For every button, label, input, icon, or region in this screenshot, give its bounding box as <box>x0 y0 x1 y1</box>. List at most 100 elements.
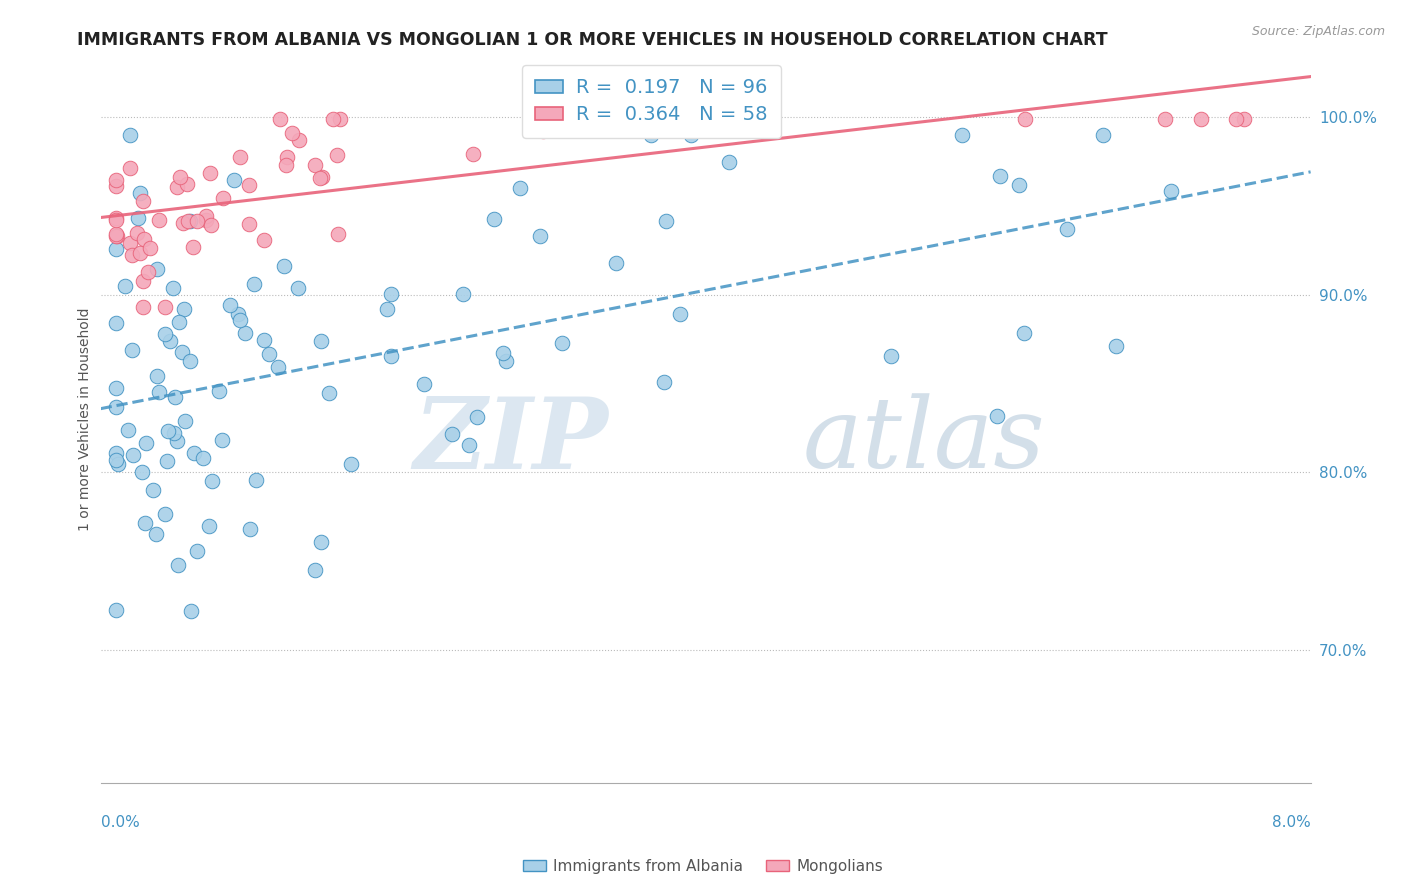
Point <box>179 214 201 228</box>
Point <box>183 446 205 460</box>
Point <box>193 450 215 465</box>
Point <box>463 147 485 161</box>
Point <box>166 180 188 194</box>
Point <box>114 278 136 293</box>
Point <box>328 227 350 241</box>
Point <box>269 112 291 126</box>
Point <box>155 300 177 314</box>
Point <box>536 112 558 126</box>
Text: 8.0%: 8.0% <box>1272 814 1310 830</box>
Point <box>484 211 506 226</box>
Point <box>208 384 231 398</box>
Point <box>104 242 127 256</box>
Point <box>162 281 184 295</box>
Point <box>131 274 153 288</box>
Point <box>228 312 250 326</box>
Point <box>107 457 129 471</box>
Point <box>177 213 200 227</box>
Point <box>679 128 702 142</box>
Point <box>640 128 662 142</box>
Point <box>986 409 1008 424</box>
Text: Source: ZipAtlas.com: Source: ZipAtlas.com <box>1251 25 1385 38</box>
Point <box>121 343 143 358</box>
Point <box>201 475 224 489</box>
Point <box>529 229 551 244</box>
Point <box>131 465 153 479</box>
Point <box>104 316 127 330</box>
Point <box>104 227 127 242</box>
Point <box>730 112 752 126</box>
Point <box>458 438 481 452</box>
Point <box>122 448 145 462</box>
Point <box>229 150 252 164</box>
Point <box>465 409 488 424</box>
Point <box>198 166 221 180</box>
Point <box>224 172 246 186</box>
Point <box>309 334 332 349</box>
Point <box>1092 128 1115 142</box>
Legend: R =  0.197   N = 96, R =  0.364   N = 58: R = 0.197 N = 96, R = 0.364 N = 58 <box>522 65 782 138</box>
Point <box>104 229 127 244</box>
Text: ZIP: ZIP <box>413 392 609 489</box>
Point <box>162 426 184 441</box>
Point <box>669 307 692 321</box>
Legend: Immigrants from Albania, Mongolians: Immigrants from Albania, Mongolians <box>516 853 890 880</box>
Point <box>181 240 204 254</box>
Point <box>211 433 233 447</box>
Point <box>453 287 475 301</box>
Point <box>134 232 156 246</box>
Point <box>138 241 160 255</box>
Point <box>153 326 176 341</box>
Point <box>950 128 973 142</box>
Point <box>145 526 167 541</box>
Point <box>173 414 195 428</box>
Point <box>117 423 139 437</box>
Point <box>273 259 295 273</box>
Point <box>329 112 352 126</box>
Point <box>180 603 202 617</box>
Point <box>287 281 309 295</box>
Point <box>219 298 242 312</box>
Point <box>198 518 221 533</box>
Point <box>146 262 169 277</box>
Point <box>105 228 128 243</box>
Point <box>179 354 201 368</box>
Point <box>104 173 127 187</box>
Point <box>1160 184 1182 198</box>
Point <box>276 150 298 164</box>
Point <box>252 233 274 247</box>
Point <box>1012 326 1035 340</box>
Point <box>1233 112 1256 126</box>
Point <box>131 194 153 209</box>
Point <box>309 170 332 185</box>
Point <box>104 211 127 225</box>
Point <box>104 213 127 227</box>
Point <box>176 177 198 191</box>
Point <box>172 345 194 359</box>
Point <box>132 301 155 315</box>
Point <box>128 186 150 200</box>
Point <box>492 345 515 359</box>
Point <box>238 178 260 193</box>
Point <box>1189 112 1212 126</box>
Point <box>243 277 266 291</box>
Point <box>156 424 179 438</box>
Point <box>194 210 217 224</box>
Point <box>655 214 678 228</box>
Point <box>169 169 191 184</box>
Point <box>194 213 217 227</box>
Point <box>311 170 333 185</box>
Point <box>118 128 141 143</box>
Y-axis label: 1 or more Vehicles in Household: 1 or more Vehicles in Household <box>79 307 93 531</box>
Point <box>186 543 208 558</box>
Point <box>274 158 297 172</box>
Point <box>413 376 436 391</box>
Point <box>551 335 574 350</box>
Point <box>880 349 903 363</box>
Point <box>172 216 194 230</box>
Point <box>309 535 332 549</box>
Point <box>239 522 262 536</box>
Point <box>304 563 326 577</box>
Point <box>104 179 127 194</box>
Point <box>253 333 276 347</box>
